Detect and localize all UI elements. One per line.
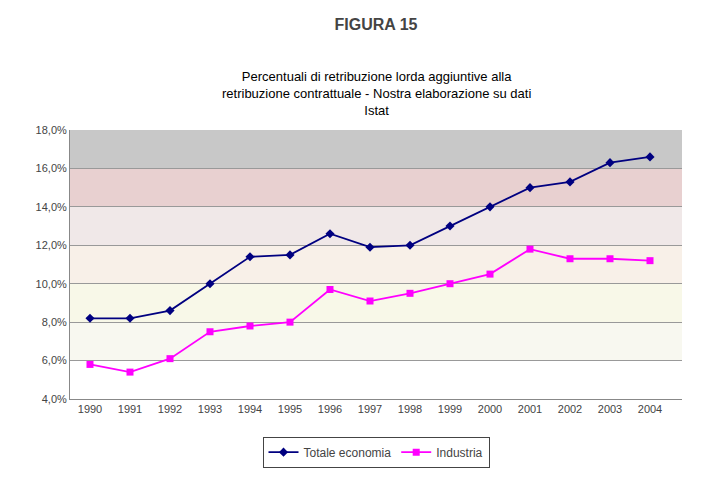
svg-text:1991: 1991 — [118, 403, 142, 415]
svg-text:12,0%: 12,0% — [36, 239, 67, 251]
svg-text:FIGURA 15: FIGURA 15 — [335, 16, 418, 33]
svg-text:1990: 1990 — [78, 403, 102, 415]
svg-text:1998: 1998 — [398, 403, 422, 415]
svg-text:1996: 1996 — [318, 403, 342, 415]
svg-text:14,0%: 14,0% — [36, 201, 67, 213]
svg-text:1995: 1995 — [278, 403, 302, 415]
svg-text:2000: 2000 — [478, 403, 502, 415]
svg-text:18,0%: 18,0% — [36, 124, 67, 136]
svg-text:Totale economia: Totale economia — [304, 446, 392, 460]
svg-text:1994: 1994 — [238, 403, 262, 415]
svg-text:8,0%: 8,0% — [42, 316, 67, 328]
svg-text:16,0%: 16,0% — [36, 162, 67, 174]
svg-text:2004: 2004 — [638, 403, 662, 415]
svg-text:2002: 2002 — [558, 403, 582, 415]
svg-text:10,0%: 10,0% — [36, 278, 67, 290]
svg-text:2001: 2001 — [518, 403, 542, 415]
svg-text:2003: 2003 — [598, 403, 622, 415]
svg-text:Industria: Industria — [436, 446, 482, 460]
svg-text:1997: 1997 — [358, 403, 382, 415]
svg-text:1993: 1993 — [198, 403, 222, 415]
svg-text:6,0%: 6,0% — [42, 354, 67, 366]
svg-text:4,0%: 4,0% — [42, 393, 67, 405]
svg-text:1999: 1999 — [438, 403, 462, 415]
svg-text:1992: 1992 — [158, 403, 182, 415]
svg-text:Percentuali di retribuzione lo: Percentuali di retribuzione lorda aggiun… — [222, 69, 531, 118]
